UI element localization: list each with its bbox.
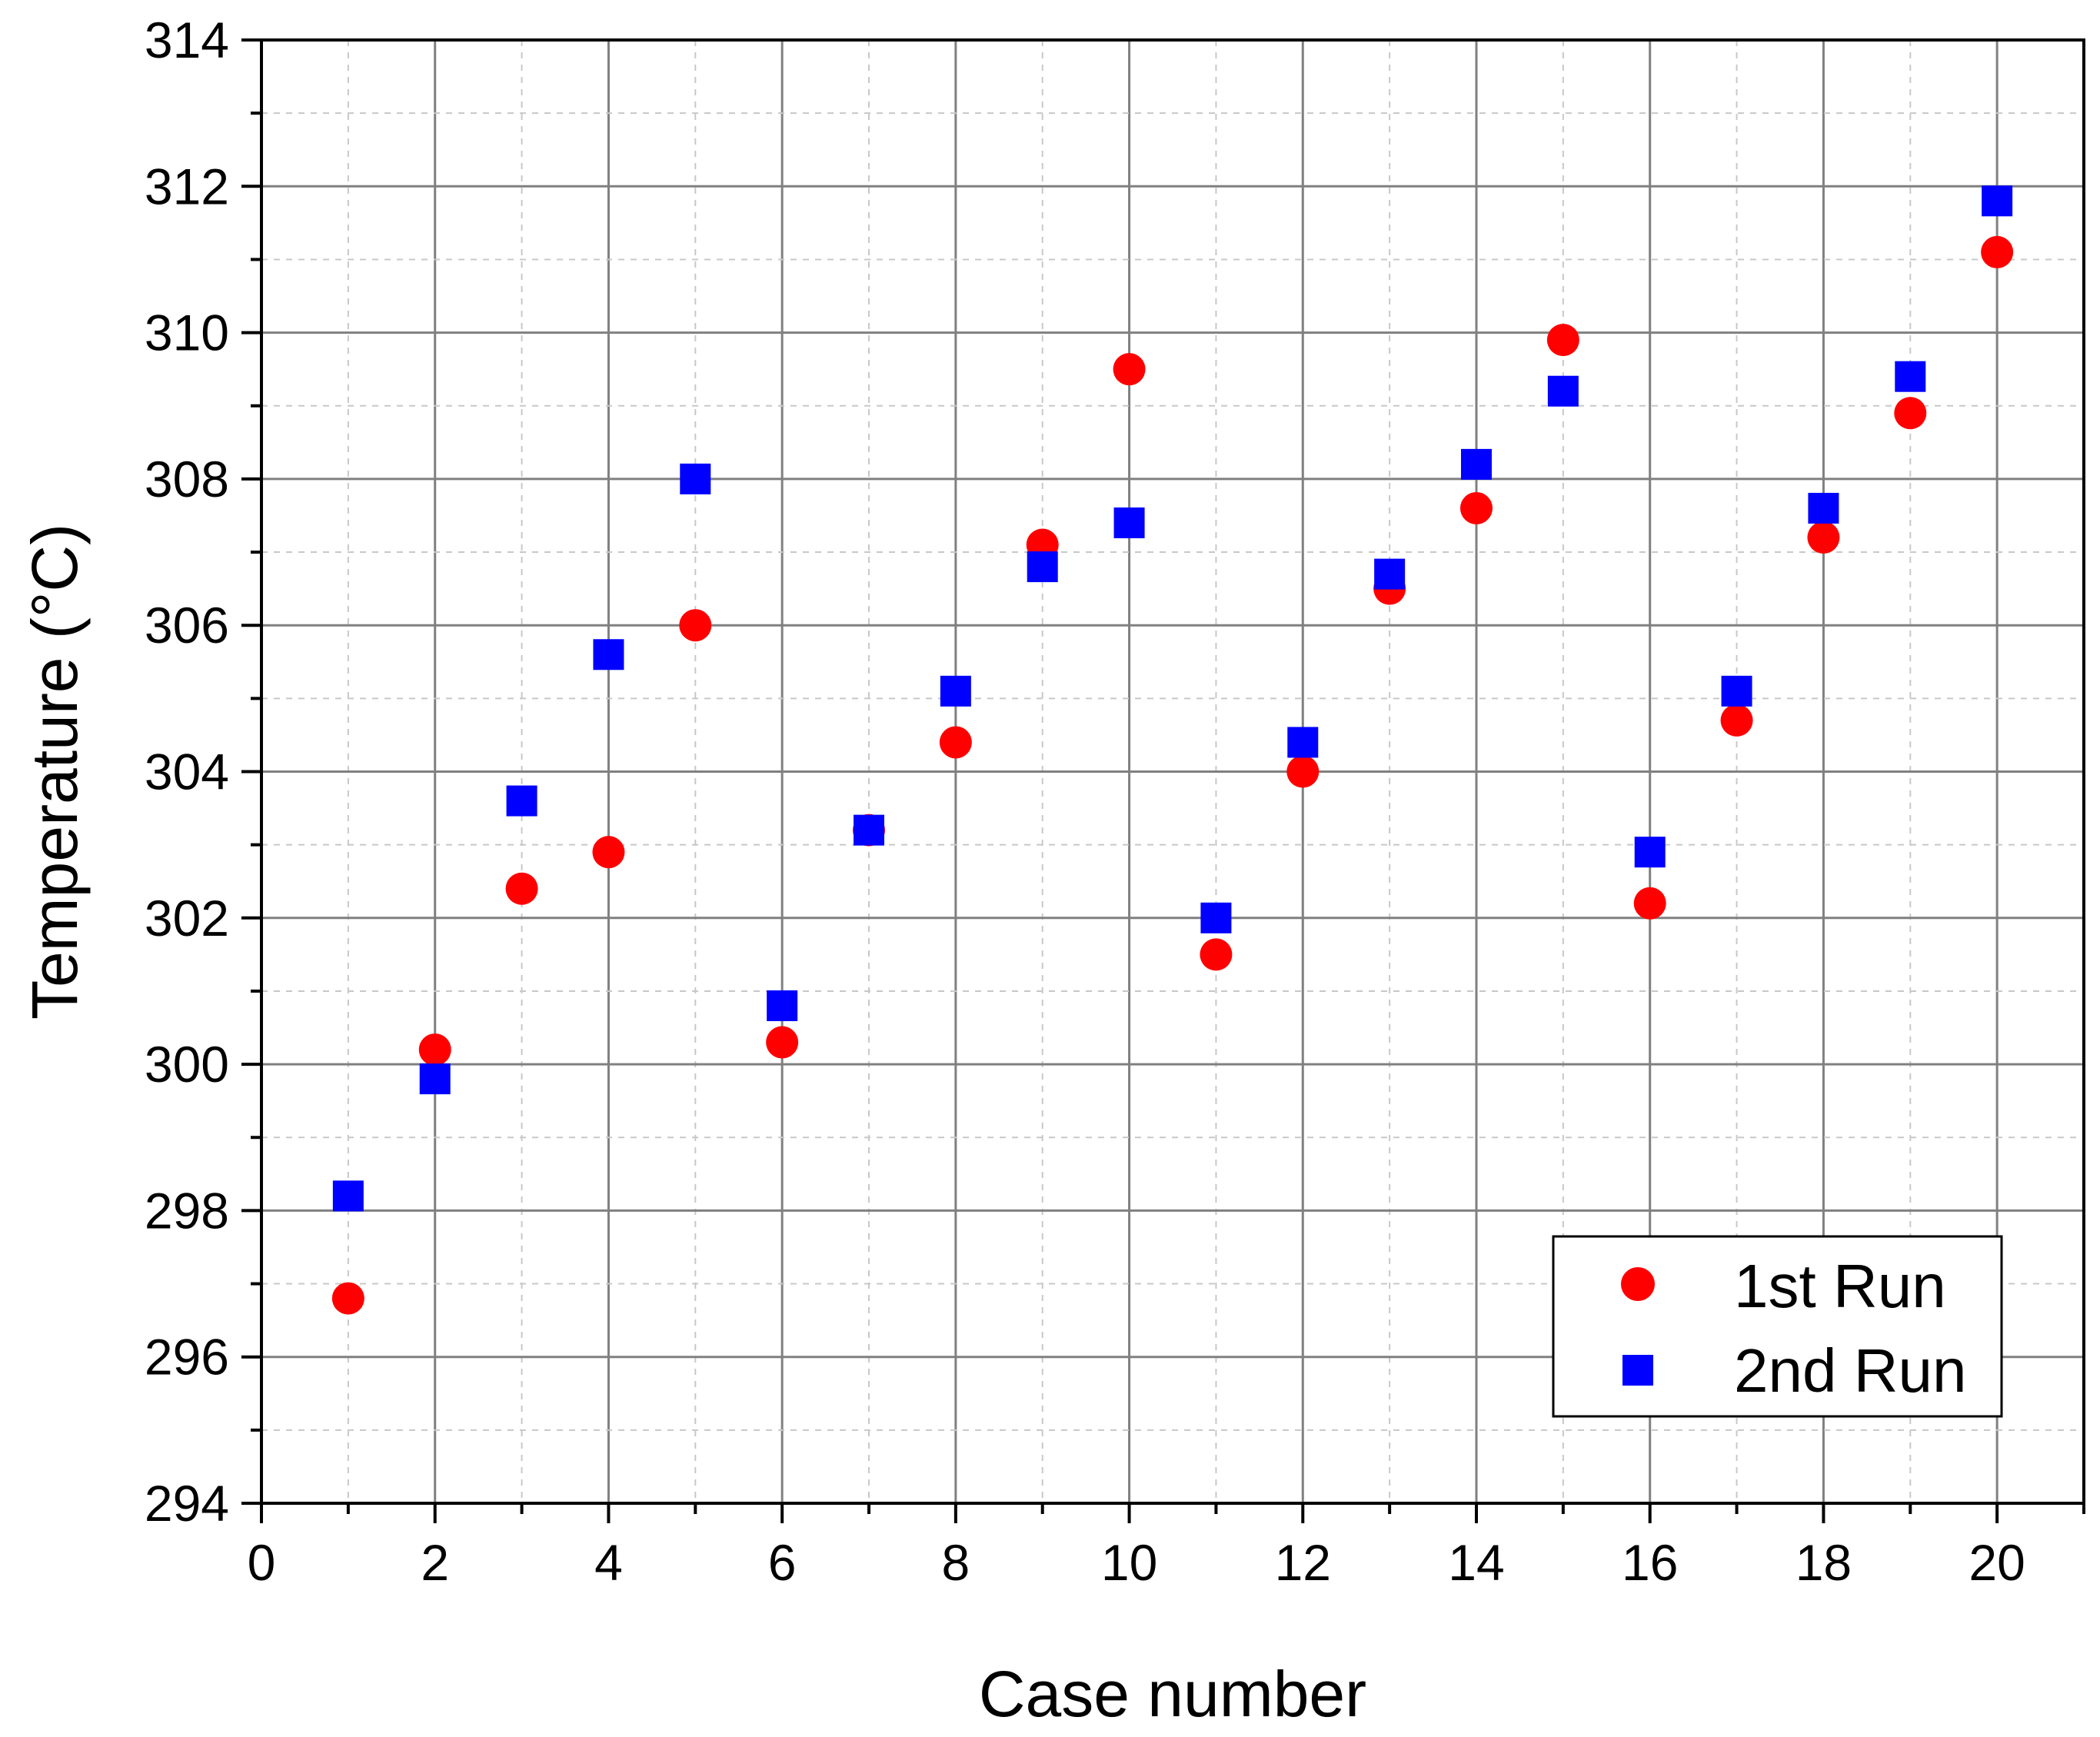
legend-box xyxy=(1552,1235,2003,1418)
data-point-run2 xyxy=(1461,448,1492,480)
data-point-run1 xyxy=(505,872,538,905)
data-point-run1 xyxy=(1286,755,1320,788)
data-point-run1 xyxy=(1633,887,1666,920)
data-point-run1 xyxy=(679,609,712,642)
data-point-run2 xyxy=(1721,675,1752,707)
data-point-run1 xyxy=(418,1033,451,1066)
data-point-run1 xyxy=(1720,704,1753,737)
data-point-run1 xyxy=(1113,353,1146,386)
data-point-run2 xyxy=(1982,185,2013,217)
x-axis-title: Case number xyxy=(979,1658,1366,1730)
data-point-run2 xyxy=(1287,727,1319,758)
y-tick-label: 314 xyxy=(145,12,229,68)
y-tick-label: 306 xyxy=(145,597,229,654)
y-tick-label: 308 xyxy=(145,451,229,507)
data-point-run2 xyxy=(1895,361,1926,392)
legend: 1st Run 2nd Run xyxy=(1552,1235,2003,1418)
data-point-run1 xyxy=(592,836,625,869)
x-tick-label: 2 xyxy=(421,1534,449,1591)
y-tick-label: 300 xyxy=(145,1036,229,1093)
data-point-run1 xyxy=(1200,938,1233,971)
data-point-run2 xyxy=(1027,551,1058,583)
legend-label-1st-run: 1st Run xyxy=(1734,1252,1946,1320)
y-tick-label: 312 xyxy=(145,158,229,215)
x-tick-label: 10 xyxy=(1101,1534,1157,1591)
x-tick-label: 0 xyxy=(248,1534,276,1591)
data-point-run2 xyxy=(1200,902,1232,933)
y-tick-label: 302 xyxy=(145,890,229,947)
data-point-run1 xyxy=(1460,491,1493,524)
y-tick-label: 304 xyxy=(145,744,229,800)
y-tick-label: 296 xyxy=(145,1329,229,1386)
data-point-run2 xyxy=(940,675,971,707)
data-point-run1 xyxy=(766,1026,799,1059)
axis-ticks xyxy=(241,38,2085,1523)
data-point-run2 xyxy=(332,1180,364,1212)
x-tick-label: 12 xyxy=(1275,1534,1331,1591)
data-point-run2 xyxy=(506,785,537,817)
x-tick-label: 20 xyxy=(1969,1534,2025,1591)
y-tick-label: 294 xyxy=(145,1475,229,1532)
x-tick-label: 18 xyxy=(1795,1534,1852,1591)
data-point-run2 xyxy=(680,463,711,494)
x-tick-label: 6 xyxy=(768,1534,797,1591)
data-point-run2 xyxy=(1113,507,1145,538)
data-point-run1 xyxy=(939,726,972,759)
data-point-run1 xyxy=(1981,235,2014,268)
x-tick-label: 8 xyxy=(941,1534,970,1591)
data-point-run2 xyxy=(767,990,798,1021)
data-marks xyxy=(331,185,2014,1315)
data-point-run1 xyxy=(331,1282,364,1315)
x-tick-label: 16 xyxy=(1622,1534,1678,1591)
legend-label-2nd-run: 2nd Run xyxy=(1734,1336,1966,1405)
y-axis-title: Temperature (°C) xyxy=(18,524,91,1020)
x-tick-label: 14 xyxy=(1448,1534,1504,1591)
data-point-run1 xyxy=(1894,397,1927,430)
data-point-run1 xyxy=(1807,521,1840,554)
x-tick-label: 4 xyxy=(594,1534,623,1591)
legend-marker-1st-run xyxy=(1621,1267,1655,1301)
data-point-run2 xyxy=(419,1063,451,1095)
data-point-run2 xyxy=(1634,837,1666,868)
data-point-run2 xyxy=(593,639,624,671)
data-point-run2 xyxy=(854,814,884,846)
data-point-run2 xyxy=(1808,492,1839,524)
y-tick-label: 298 xyxy=(145,1182,229,1239)
tick-labels: 0 2 4 6 8 10 12 14 16 18 20 294 296 298 300 302 304 306 30… xyxy=(145,12,2025,1591)
legend-marker-2nd-run xyxy=(1622,1355,1653,1386)
y-tick-label: 310 xyxy=(145,304,229,361)
data-point-run1 xyxy=(1546,324,1579,357)
data-point-run2 xyxy=(1374,558,1406,590)
data-point-run2 xyxy=(1547,375,1579,407)
